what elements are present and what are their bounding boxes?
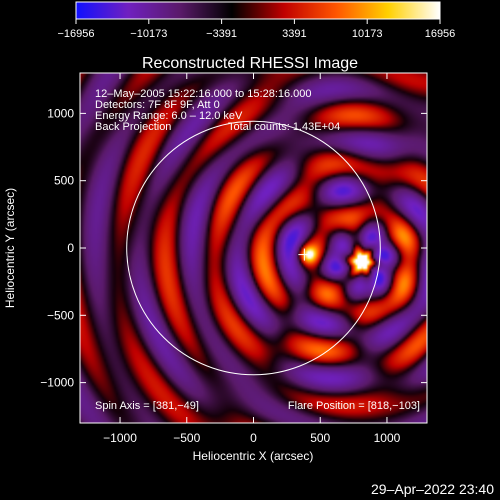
- annotation-energy-range: Energy Range: 6.0 – 12.0 keV: [95, 110, 243, 122]
- x-tick-label: 1000: [374, 431, 401, 445]
- annotation-detectors: Detectors: 7F 8F 9F, Att 0: [95, 99, 220, 111]
- x-tick-label: 500: [310, 431, 330, 445]
- y-axis-label: Heliocentric Y (arcsec): [3, 188, 17, 308]
- annotation-flare-position: Flare Position = [818,−103]: [288, 400, 420, 412]
- colorbar-tick-label: 10173: [352, 28, 383, 40]
- spin-axis-marker: [298, 248, 311, 261]
- annotation-method: Back Projection: [95, 121, 171, 133]
- annotation-spin-axis: Spin Axis = [381,−49]: [95, 400, 199, 412]
- y-tick-label: 500: [54, 174, 74, 188]
- x-tick-label: −1000: [103, 431, 137, 445]
- y-axis-ticks: −1000 −500 0 500 1000: [40, 106, 427, 390]
- x-tick-label: −500: [173, 431, 200, 445]
- colorbar-ticks: −16956 −10173 −3391 3391 10173 16956: [57, 19, 455, 40]
- x-tick-label: 0: [250, 431, 257, 445]
- heatmap-image: [80, 73, 427, 423]
- colorbar-tick-label: 3391: [282, 28, 306, 40]
- y-tick-label: 0: [67, 241, 74, 255]
- annotation-time-range: 12–May–2005 15:22:16.000 to 15:28:16.000: [95, 88, 312, 100]
- footer-timestamp: 29–Apr–2022 23:40: [371, 481, 494, 497]
- y-tick-label: −1000: [40, 376, 74, 390]
- x-axis-label: Heliocentric X (arcsec): [193, 449, 314, 463]
- y-tick-label: 1000: [47, 106, 74, 120]
- colorbar-tick-label: −10173: [130, 28, 167, 40]
- colorbar-tick-label: 16956: [425, 28, 456, 40]
- colorbar-tick-label: −16956: [57, 28, 94, 40]
- x-axis-ticks: −1000 −500 0 500 1000: [103, 73, 401, 445]
- annotation-total-counts: Total counts: 1.43E+04: [228, 121, 340, 133]
- solar-disk-circle: [126, 120, 381, 376]
- colorbar: [75, 1, 441, 20]
- chart-title: Reconstructed RHESSI Image: [142, 55, 358, 72]
- annotation-block: 12–May–2005 15:22:16.000 to 15:28:16.000…: [95, 88, 420, 412]
- y-tick-label: −500: [47, 308, 74, 322]
- colorbar-tick-label: −3391: [206, 28, 237, 40]
